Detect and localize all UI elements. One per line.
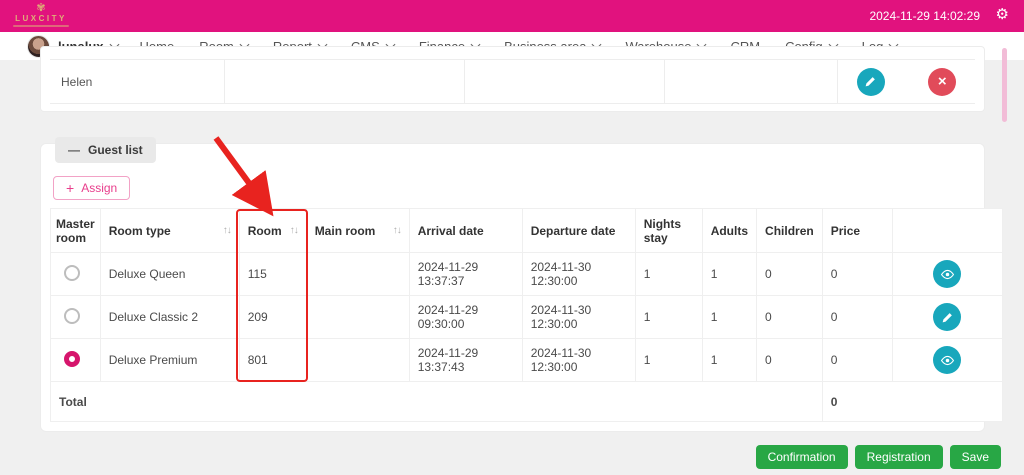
room-cell: 115 xyxy=(238,252,307,296)
total-price: 0 xyxy=(821,381,1003,422)
price-cell: 0 xyxy=(821,338,893,382)
adults-cell: 1 xyxy=(701,338,758,382)
confirmation-button[interactable]: Confirmation xyxy=(755,445,848,469)
room-type-cell: Deluxe Queen xyxy=(99,252,240,296)
guest-table-header-row: Master room Room type ↑↓ Room ↑↓ Main room… xyxy=(50,208,1003,253)
master-room-cell xyxy=(50,338,101,382)
master-room-radio[interactable] xyxy=(64,264,80,281)
settings-gear-icon[interactable]: ⚙ xyxy=(995,6,1009,23)
upper-cell-actions: × xyxy=(838,60,975,103)
brand-flower-icon: ✾ xyxy=(36,2,46,14)
upper-table-row: Helen × xyxy=(50,59,975,104)
edit-button[interactable] xyxy=(933,303,962,331)
adults-cell: 1 xyxy=(701,252,758,296)
registration-button[interactable]: Registration xyxy=(854,445,943,469)
col-header-children: Children xyxy=(756,208,823,253)
actions-cell xyxy=(891,252,1003,296)
upper-cell-2 xyxy=(225,60,465,103)
current-datetime: 2024-11-29 14:02:29 xyxy=(869,9,980,23)
sort-icon[interactable]: ↑↓ xyxy=(392,225,402,236)
upper-card: Helen × xyxy=(40,46,985,112)
brand-tagline-decoration xyxy=(13,25,69,27)
actions-cell xyxy=(891,338,1003,382)
edit-button[interactable] xyxy=(856,67,885,96)
arrival-date-cell: 2024-11-29 09:30:00 xyxy=(408,295,523,339)
master-room-cell xyxy=(50,252,101,296)
children-cell: 0 xyxy=(756,252,823,296)
arrival-date-cell: 2024-11-29 13:37:37 xyxy=(408,252,523,296)
col-header-nights-stay: Nights stay xyxy=(634,208,703,253)
departure-date-cell: 2024-11-30 12:30:00 xyxy=(521,295,636,339)
eye-icon xyxy=(940,269,954,279)
main-room-cell xyxy=(305,338,410,382)
price-cell: 0 xyxy=(821,252,893,296)
close-icon: × xyxy=(937,73,947,90)
pencil-icon xyxy=(865,77,876,87)
children-cell: 0 xyxy=(756,295,823,339)
col-header-price: Price xyxy=(821,208,893,253)
pencil-icon xyxy=(942,312,952,322)
departure-date-cell: 2024-11-30 12:30:00 xyxy=(521,252,636,296)
room-type-cell: Deluxe Premium xyxy=(99,338,240,382)
nights-stay-cell: 1 xyxy=(634,252,703,296)
top-bar: ✾ LUXCITY 2024-11-29 14:02:29 ⚙ xyxy=(0,0,1024,32)
collapse-minus-icon: — xyxy=(68,143,80,157)
children-cell: 0 xyxy=(756,338,823,382)
brand-name: LUXCITY xyxy=(15,14,67,23)
room-cell: 801 xyxy=(238,338,307,382)
total-row: Total 0 xyxy=(50,381,1003,422)
room-type-cell: Deluxe Classic 2 xyxy=(99,295,240,339)
assign-button-label: Assign xyxy=(81,181,118,195)
actions-cell xyxy=(891,295,1003,339)
guest-list-tab-label: Guest list xyxy=(88,143,143,157)
total-label: Total xyxy=(50,381,823,422)
master-room-cell xyxy=(50,295,101,339)
col-header-room-type: Room type ↑↓ xyxy=(99,208,240,253)
guest-list-tab[interactable]: — Guest list xyxy=(55,137,156,163)
col-header-adults: Adults xyxy=(701,208,758,253)
view-button[interactable] xyxy=(933,260,962,288)
scrollbar-thumb[interactable] xyxy=(1002,48,1007,122)
main-room-cell xyxy=(305,295,410,339)
master-room-radio[interactable] xyxy=(64,307,80,324)
delete-button[interactable]: × xyxy=(928,67,957,96)
table-row: Deluxe Classic 2 209 2024-11-29 09:30:00… xyxy=(50,295,1003,339)
upper-cell-3 xyxy=(465,60,665,103)
col-header-main-room: Main room ↑↓ xyxy=(305,208,410,253)
col-header-departure-date: Departure date xyxy=(521,208,636,253)
brand-logo: ✾ LUXCITY xyxy=(13,2,69,27)
col-header-room: Room ↑↓ xyxy=(238,208,307,253)
col-header-master-room: Master room xyxy=(50,208,101,253)
master-room-radio-selected[interactable] xyxy=(64,350,80,367)
upper-cell-name: Helen xyxy=(50,60,225,103)
col-header-actions xyxy=(891,208,1003,253)
footer-actions: Confirmation Registration Save xyxy=(755,445,1001,469)
sort-icon[interactable]: ↑↓ xyxy=(289,225,299,236)
save-button[interactable]: Save xyxy=(949,445,1001,469)
table-row: Deluxe Queen 115 2024-11-29 13:37:37 202… xyxy=(50,252,1003,296)
room-cell: 209 xyxy=(238,295,307,339)
price-cell: 0 xyxy=(821,295,893,339)
plus-icon: + xyxy=(66,180,75,196)
col-header-arrival-date: Arrival date xyxy=(408,208,523,253)
assign-button[interactable]: + Assign xyxy=(53,176,131,200)
eye-icon xyxy=(940,355,954,365)
main-room-cell xyxy=(305,252,410,296)
nights-stay-cell: 1 xyxy=(634,338,703,382)
guest-table: Master room Room type ↑↓ Room ↑↓ Main room… xyxy=(50,208,1003,422)
nights-stay-cell: 1 xyxy=(634,295,703,339)
adults-cell: 1 xyxy=(701,295,758,339)
upper-cell-4 xyxy=(665,60,838,103)
arrival-date-cell: 2024-11-29 13:37:43 xyxy=(408,338,523,382)
departure-date-cell: 2024-11-30 12:30:00 xyxy=(521,338,636,382)
table-row: Deluxe Premium 801 2024-11-29 13:37:43 2… xyxy=(50,338,1003,382)
view-button[interactable] xyxy=(933,346,962,374)
sort-icon[interactable]: ↑↓ xyxy=(222,225,232,236)
